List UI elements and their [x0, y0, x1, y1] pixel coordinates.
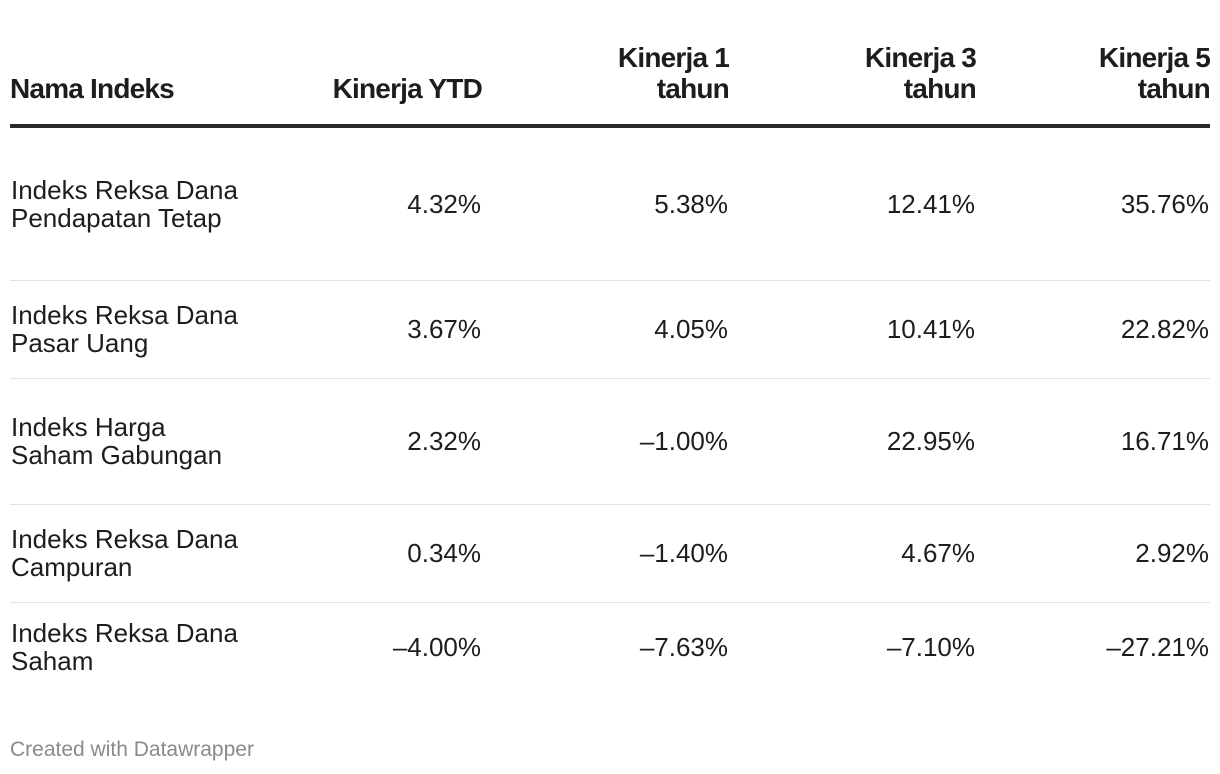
table-header: Nama Indeks Kinerja YTD Kinerja 1 tahun …: [10, 0, 1211, 128]
cell-kinerja-3-tahun: –7.10%: [886, 631, 975, 662]
cell-kinerja-ytd: 2.32%: [250, 378, 482, 505]
cell-kinerja-ytd: 4.32%: [250, 126, 482, 281]
cell-kinerja-5-tahun: –27.21%: [1106, 631, 1209, 662]
cell-kinerja-3-tahun: 10.41%: [729, 280, 976, 379]
cell-kinerja-1-tahun: 4.05%: [482, 280, 729, 379]
cell-index-name: Indeks Harga Saham Gabungan: [10, 378, 250, 505]
column-header-nama-indeks[interactable]: Nama Indeks: [10, 0, 250, 128]
cell-kinerja-1-tahun: –1.40%: [482, 504, 729, 603]
column-header-kinerja-3-tahun[interactable]: Kinerja 3 tahun: [729, 0, 977, 128]
cell-kinerja-1-tahun: –7.63%: [639, 631, 728, 662]
cell-kinerja-3-tahun: 12.41%: [729, 126, 976, 281]
cell-kinerja-3-tahun: 4.67%: [729, 504, 976, 603]
column-header-kinerja-1-tahun[interactable]: Kinerja 1 tahun: [482, 0, 730, 128]
cell-index-name: Indeks Reksa Dana Saham: [11, 617, 238, 676]
cell-kinerja-1-tahun: –1.00%: [482, 378, 729, 505]
index-performance-table: Nama Indeks Kinerja YTD Kinerja 1 tahun …: [10, 0, 1211, 694]
cell-index-name: Indeks Reksa Dana Pasar Uang: [10, 280, 250, 379]
header-row: Nama Indeks Kinerja YTD Kinerja 1 tahun …: [10, 0, 1211, 128]
table-row: Indeks Reksa Dana Pasar Uang 3.67% 4.05%…: [10, 280, 1210, 379]
cell-kinerja-1-tahun: 5.38%: [482, 126, 729, 281]
table-body: Indeks Reksa Dana Pendapatan Tetap 4.32%…: [10, 126, 1210, 694]
table-row: Indeks Reksa Dana Campuran 0.34% –1.40% …: [10, 504, 1210, 603]
column-header-kinerja-5-tahun[interactable]: Kinerja 5 tahun: [976, 0, 1211, 128]
table-row: Indeks Harga Saham Gabungan 2.32% –1.00%…: [10, 378, 1210, 505]
data-table-container: Nama Indeks Kinerja YTD Kinerja 1 tahun …: [10, 0, 1211, 694]
datawrapper-credit[interactable]: Created with Datawrapper: [10, 738, 254, 761]
table-row: Indeks Reksa Dana Pendapatan Tetap 4.32%…: [10, 126, 1210, 281]
cell-kinerja-ytd: 0.34%: [250, 504, 482, 603]
cell-kinerja-5-tahun: 22.82%: [976, 280, 1210, 379]
cell-kinerja-ytd: 3.67%: [250, 280, 482, 379]
cell-kinerja-5-tahun: 35.76%: [976, 126, 1210, 281]
column-header-kinerja-ytd[interactable]: Kinerja YTD: [250, 0, 483, 128]
cell-kinerja-3-tahun: 22.95%: [729, 378, 976, 505]
table-row: Indeks Reksa Dana Saham –4.00% –7.63% –7…: [10, 602, 1210, 694]
cell-kinerja-ytd: –4.00%: [392, 631, 481, 662]
cell-index-name: Indeks Reksa Dana Pendapatan Tetap: [10, 126, 250, 281]
cell-index-name: Indeks Reksa Dana Campuran: [10, 504, 250, 603]
cell-kinerja-5-tahun: 16.71%: [976, 378, 1210, 505]
cell-kinerja-5-tahun: 2.92%: [976, 504, 1210, 603]
